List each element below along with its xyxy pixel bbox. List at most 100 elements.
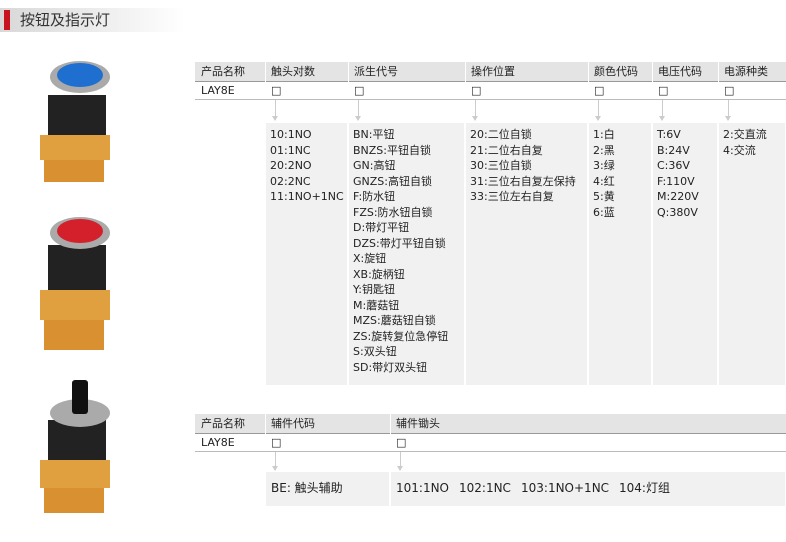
- option-item: C:36V: [657, 159, 690, 172]
- option-item: F:防水钮: [353, 190, 396, 203]
- option-item: GNZS:高钮自锁: [353, 174, 432, 188]
- option-item: 101:1NO: [396, 481, 450, 495]
- arrow-line: [275, 100, 276, 120]
- column-header: 辅件锄头: [396, 417, 440, 430]
- option-item: F:110V: [657, 174, 695, 188]
- option-item: 21:二位右自复: [470, 143, 543, 157]
- option-item: 4:红: [593, 174, 615, 188]
- row-cell: □: [724, 84, 735, 97]
- arrow-head: [659, 116, 665, 121]
- arrow-head: [472, 116, 478, 121]
- option-item: Y:钥匙钮: [353, 283, 395, 296]
- option-item: SD:带灯双头钮: [353, 360, 428, 374]
- column-header: 产品名称: [201, 417, 245, 430]
- options-bg: [653, 123, 717, 385]
- selector-switch: [40, 380, 110, 513]
- col-divider: [652, 62, 653, 99]
- arrow-line: [598, 100, 599, 120]
- row-cell: LAY8E: [201, 84, 235, 97]
- option-item: 10:1NO: [270, 128, 312, 141]
- column-header: 触头对数: [271, 65, 315, 78]
- option-item: 2:黑: [593, 143, 615, 157]
- option-item: 6:蓝: [593, 205, 615, 219]
- option-item: T:6V: [657, 128, 681, 141]
- row-cell: □: [658, 84, 669, 97]
- arrow-head: [595, 116, 601, 121]
- option-item: 103:1NO+1NC: [521, 481, 610, 495]
- arrow-line: [728, 100, 729, 120]
- column-header: 产品名称: [201, 65, 245, 78]
- column-header: 派生代号: [354, 65, 398, 78]
- option-item: BN:平钮: [353, 128, 395, 141]
- option-item: XB:旋柄钮: [353, 267, 405, 281]
- option-item: 104:灯组: [619, 481, 670, 495]
- option-item: BNZS:平钮自锁: [353, 143, 431, 157]
- option-item: X:旋钮: [353, 252, 387, 265]
- option-item: DZS:带灯平钮自锁: [353, 236, 446, 250]
- option-item: Q:380V: [657, 205, 698, 219]
- row-line: [195, 99, 786, 100]
- option-item: 33:三位左右自复: [470, 190, 554, 203]
- column-header: 电源种类: [724, 65, 768, 78]
- option-item: FZS:防水钮自锁: [353, 205, 433, 219]
- option-item: GN:高钮: [353, 159, 396, 172]
- option-item: 102:1NC: [459, 481, 511, 495]
- row-cell: □: [471, 84, 482, 97]
- option-item: 11:1NO+1NC: [270, 190, 344, 203]
- col-divider: [718, 62, 719, 99]
- arrow-line: [275, 452, 276, 470]
- option-item: B:24V: [657, 143, 690, 157]
- option-item: M:蘑菇钮: [353, 298, 400, 312]
- arrow-head: [725, 116, 731, 121]
- option-item: 2:交直流: [723, 128, 767, 141]
- option-item: 1:白: [593, 128, 615, 141]
- options-bg: [589, 123, 651, 385]
- arrow-line: [475, 100, 476, 120]
- option-item: ZS:旋转复位急停钮: [353, 329, 449, 343]
- option-item: 20:二位自锁: [470, 128, 532, 141]
- red-button: [40, 217, 110, 350]
- col-divider: [588, 62, 589, 99]
- row-cell: □: [396, 436, 407, 449]
- row-line: [195, 433, 786, 434]
- option-item: 02:2NC: [270, 174, 311, 188]
- col-divider: [465, 62, 466, 99]
- option-item: 31:三位右自复左保持: [470, 174, 576, 188]
- option-item: MZS:蘑菇钮自锁: [353, 314, 436, 327]
- options-bg: [266, 472, 389, 506]
- option-item: 3:绿: [593, 159, 615, 172]
- options-bg: [466, 123, 587, 385]
- row-line: [195, 451, 786, 452]
- option-item: M:220V: [657, 190, 699, 203]
- col-divider: [348, 62, 349, 99]
- row-cell: □: [271, 84, 282, 97]
- blue-button: [40, 61, 110, 182]
- col-divider: [390, 414, 391, 451]
- column-header: 操作位置: [471, 65, 515, 78]
- row-line: [195, 81, 786, 82]
- column-header: 辅件代码: [271, 417, 315, 430]
- arrow-head: [355, 116, 361, 121]
- option-item: 4:交流: [723, 143, 756, 157]
- header-band: [0, 8, 185, 32]
- col-divider: [265, 62, 266, 99]
- arrow-line: [400, 452, 401, 470]
- row-cell: LAY8E: [201, 436, 235, 449]
- option-item: 30:三位自锁: [470, 159, 532, 172]
- row-cell: □: [594, 84, 605, 97]
- column-header: 电压代码: [658, 65, 702, 78]
- header-marker: [4, 10, 10, 30]
- arrow-head: [272, 116, 278, 121]
- column-header: 颜色代码: [594, 65, 638, 78]
- product-images: [40, 61, 110, 513]
- row-cell: □: [271, 436, 282, 449]
- page-title: 按钮及指示灯: [20, 11, 111, 29]
- option-item: S:双头钮: [353, 345, 397, 358]
- options-bg: [719, 123, 785, 385]
- table-header-bg: [195, 62, 786, 81]
- options-bg: [349, 123, 464, 385]
- option-item: D:带灯平钮: [353, 221, 410, 234]
- row-cell: □: [354, 84, 365, 97]
- arrow-line: [358, 100, 359, 120]
